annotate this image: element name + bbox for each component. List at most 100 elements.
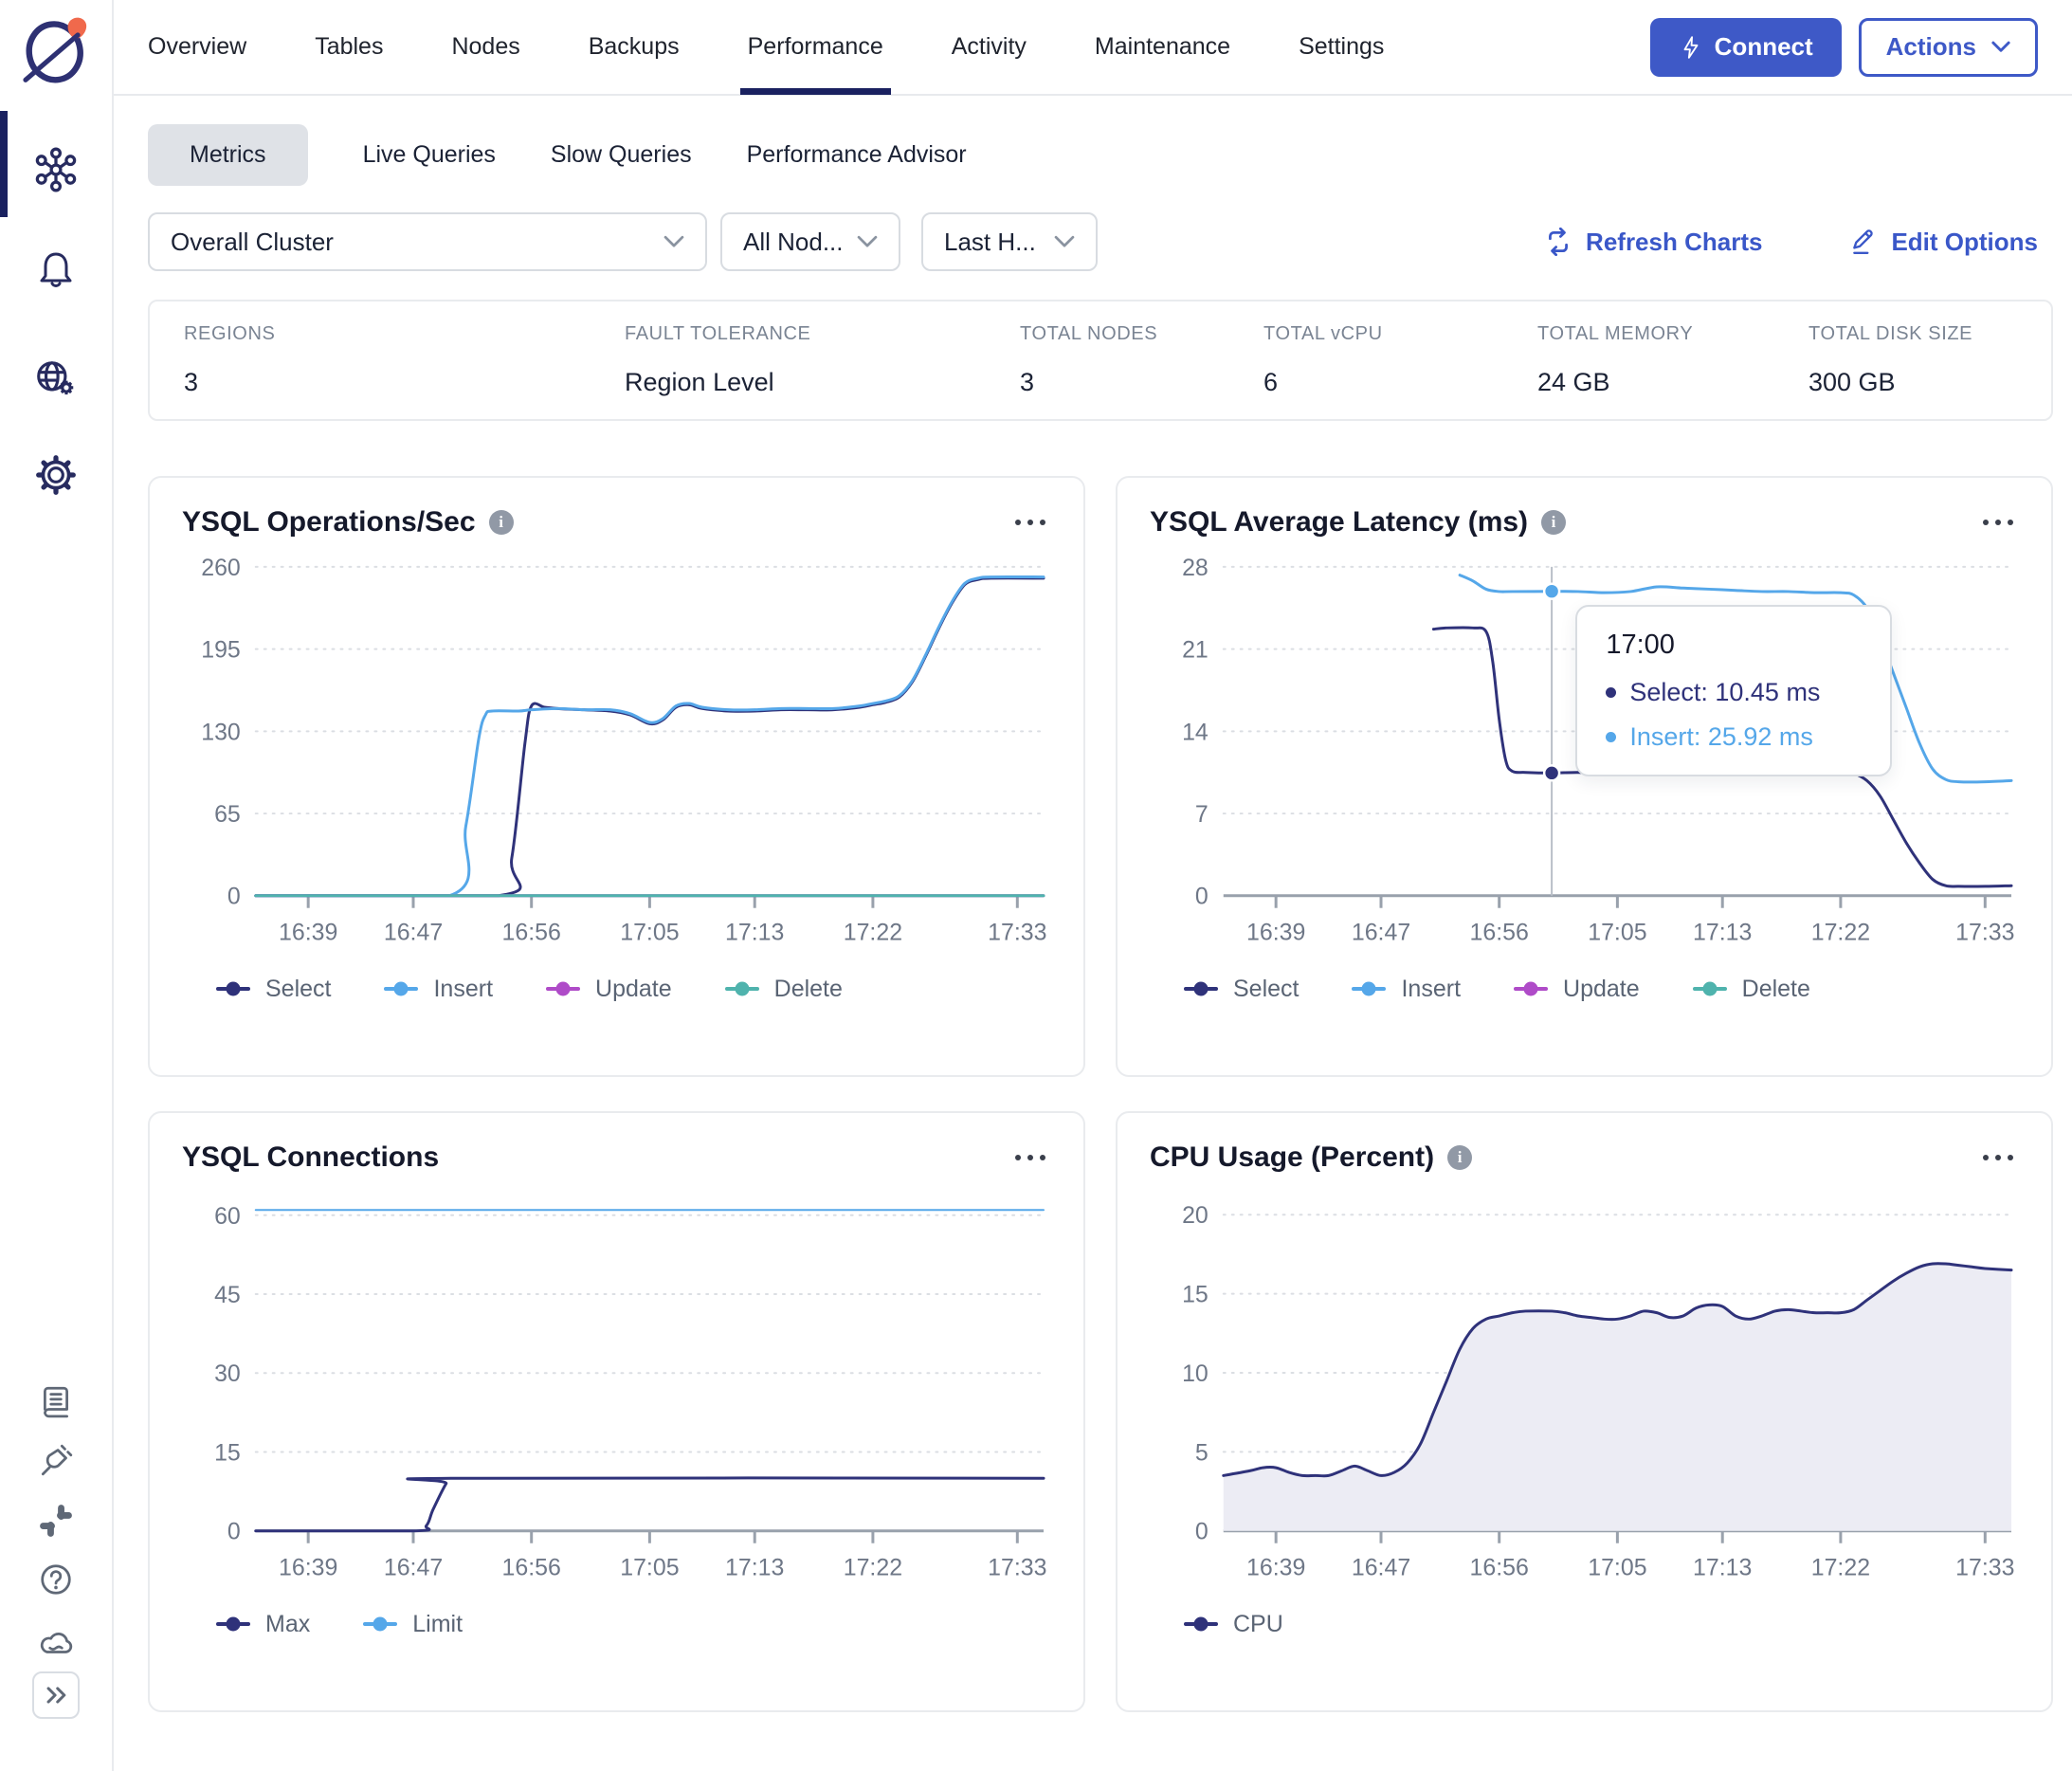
svg-text:17:33: 17:33: [1955, 1555, 2014, 1581]
legend-marker: [724, 981, 759, 996]
legend-label: Insert: [433, 975, 494, 1002]
chart-card-ysql-connections: YSQL Connections 0 15 30 45 60 16:39 16:47 16:5…: [148, 1111, 1085, 1712]
sidebar-item-help[interactable]: [39, 1562, 73, 1601]
insert-dot: [1606, 732, 1617, 742]
stat-label: REGIONS: [184, 323, 276, 344]
legend-item-select[interactable]: Select: [216, 976, 331, 1003]
cpu-usage-chart[interactable]: 0 5 10 15 20 16:39 16:47 16:56 17:05 17:13 17:22 17…: [1150, 1179, 2019, 1607]
subtab-metrics[interactable]: Metrics: [148, 124, 308, 186]
bell-icon: [40, 252, 72, 287]
ysql-connections-chart[interactable]: 0 15 30 45 60 16:39 16:47 16:56 17:05 17:13 17:22 1…: [182, 1179, 1051, 1607]
legend-label: Max: [265, 1610, 311, 1637]
legend-item-insert[interactable]: Insert: [384, 976, 493, 1003]
legend-item-delete[interactable]: Delete: [724, 976, 843, 1003]
legend-item-select[interactable]: Select: [1184, 976, 1299, 1003]
sidebar-item-alerts[interactable]: [35, 249, 77, 296]
legend-label: Select: [265, 975, 332, 1002]
svg-text:17:22: 17:22: [1811, 1555, 1870, 1581]
ysql-operations-chart[interactable]: 0 65 130 195 260 16:39 16:47 16:56 17:05 17:13 17:…: [182, 544, 1051, 972]
chart-plot: 0 7 14 21 28 16:39 16:47 16:56 17:05 17:13 17:22 17…: [1150, 544, 2019, 972]
refresh-charts-button[interactable]: Refresh Charts: [1544, 228, 1762, 257]
chart-plot: 0 15 30 45 60 16:39 16:47 16:56 17:05 17:13 17:22 1…: [182, 1179, 1051, 1607]
sidebar-item-slack[interactable]: [38, 1503, 74, 1543]
actions-button[interactable]: Actions: [1858, 17, 2038, 77]
nodes-dropdown[interactable]: All Nod...: [720, 212, 900, 271]
tab-nodes[interactable]: Nodes: [451, 33, 520, 60]
connect-button[interactable]: Connect: [1649, 17, 1842, 77]
legend-item-max[interactable]: Max: [216, 1611, 310, 1638]
cluster-scope-dropdown[interactable]: Overall Cluster: [148, 212, 707, 271]
legend-item-limit[interactable]: Limit: [363, 1611, 463, 1638]
chart-menu-button[interactable]: [1009, 514, 1051, 531]
legend-item-update[interactable]: Update: [546, 976, 672, 1003]
svg-text:17:33: 17:33: [988, 1555, 1046, 1581]
tab-performance[interactable]: Performance: [739, 0, 891, 95]
stat-value: 6: [1263, 368, 1279, 396]
legend-marker: [363, 1616, 398, 1632]
legend-item-insert[interactable]: Insert: [1352, 976, 1461, 1003]
svg-text:17:13: 17:13: [1693, 920, 1752, 946]
info-icon[interactable]: i: [1447, 1145, 1473, 1170]
edit-options-button[interactable]: Edit Options: [1849, 228, 2038, 257]
svg-text:17:13: 17:13: [725, 1555, 784, 1581]
connect-label: Connect: [1714, 32, 1813, 61]
tab-overview[interactable]: Overview: [148, 33, 247, 60]
svg-text:60: 60: [214, 1203, 241, 1230]
svg-text:130: 130: [201, 719, 241, 745]
edit-options-label: Edit Options: [1891, 227, 2038, 256]
nodes-value: All Nod...: [743, 227, 844, 256]
info-icon[interactable]: i: [1541, 510, 1567, 535]
svg-text:0: 0: [227, 884, 241, 910]
chart-menu-button[interactable]: [1977, 514, 2019, 531]
stat-value: 3: [184, 368, 199, 396]
sidebar-item-integrations[interactable]: [37, 1441, 75, 1484]
tab-activity[interactable]: Activity: [951, 33, 1027, 60]
legend-item-update[interactable]: Update: [1514, 976, 1640, 1003]
info-icon[interactable]: i: [488, 510, 514, 535]
stat-total-nodes: TOTAL NODES 3: [1020, 323, 1263, 397]
subtab-performance-advisor[interactable]: Performance Advisor: [746, 141, 967, 168]
svg-text:17:33: 17:33: [1955, 920, 2014, 946]
main-content: Overview Tables Nodes Backups Performanc…: [114, 0, 2072, 1712]
legend-marker: [1514, 981, 1549, 996]
tab-backups[interactable]: Backups: [588, 33, 680, 60]
tooltip-insert-value: Insert: 25.92 ms: [1629, 722, 1813, 751]
sidebar-item-docs[interactable]: [38, 1383, 74, 1424]
sidebar-item-clusters[interactable]: [33, 147, 79, 197]
filter-row: Overall Cluster All Nod... Last H... Ref…: [114, 193, 2072, 271]
svg-text:30: 30: [214, 1360, 241, 1387]
tab-settings[interactable]: Settings: [1299, 33, 1385, 60]
chevron-down-icon: [1054, 235, 1075, 247]
svg-text:17:22: 17:22: [1811, 920, 1870, 946]
sidebar-item-settings[interactable]: [34, 453, 78, 502]
svg-text:14: 14: [1182, 719, 1209, 745]
svg-text:16:39: 16:39: [1246, 920, 1305, 946]
chart-title: YSQL Average Latency (ms): [1150, 506, 1529, 538]
svg-text:17:05: 17:05: [620, 920, 679, 946]
chevron-down-icon: [857, 235, 878, 247]
legend-item-cpu[interactable]: CPU: [1184, 1611, 1283, 1638]
sidebar-item-cloud[interactable]: [37, 1624, 75, 1667]
chart-menu-button[interactable]: [1009, 1149, 1051, 1166]
tab-maintenance[interactable]: Maintenance: [1094, 33, 1231, 60]
time-range-dropdown[interactable]: Last H...: [921, 212, 1098, 271]
sidebar-item-network[interactable]: [33, 356, 79, 407]
legend-item-delete[interactable]: Delete: [1692, 976, 1810, 1003]
legend-label: Limit: [412, 1610, 463, 1637]
tab-tables[interactable]: Tables: [315, 33, 384, 60]
performance-subtabs: Metrics Live Queries Slow Queries Perfor…: [114, 96, 2072, 193]
chevron-down-icon: [1991, 41, 2010, 52]
svg-text:17:22: 17:22: [844, 1555, 902, 1581]
cloud-icon: [40, 1633, 73, 1653]
app-logo[interactable]: [17, 9, 95, 87]
sidebar-expand-button[interactable]: [32, 1671, 80, 1719]
stat-value: 24 GB: [1537, 368, 1610, 396]
book-icon: [44, 1386, 68, 1418]
subtab-slow-queries[interactable]: Slow Queries: [550, 141, 692, 168]
svg-text:195: 195: [201, 637, 241, 664]
subtab-live-queries[interactable]: Live Queries: [362, 141, 496, 168]
chart-menu-button[interactable]: [1977, 1149, 2019, 1166]
globe-gear-icon: [37, 361, 74, 395]
svg-text:17:05: 17:05: [620, 1555, 679, 1581]
svg-text:16:39: 16:39: [279, 920, 337, 946]
